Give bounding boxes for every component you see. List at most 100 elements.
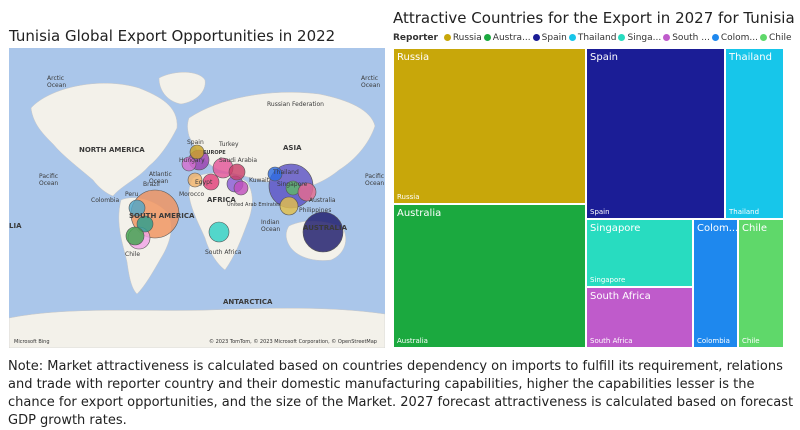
tile-sublabel: Russia (397, 193, 420, 201)
map-label-arctic2: Arctic Ocean (361, 75, 380, 89)
map-bubble[interactable]: Colombia (128, 199, 146, 217)
legend-title: Reporter (393, 33, 438, 43)
legend-item[interactable]: Spain (532, 33, 567, 43)
map-label-australia_l: Australia (309, 197, 336, 204)
legend-dot-icon (443, 34, 451, 41)
map-label-kuwait: Kuwait (249, 177, 270, 184)
map-bubble[interactable]: Morocco (187, 172, 203, 188)
map-label-lia: LIA (9, 222, 22, 230)
map-label-egypt: Egypt (195, 179, 213, 186)
map-bubble[interactable]: Argentina (125, 226, 145, 246)
africa-landmass (188, 172, 253, 271)
map-label-uae: United Arab Emirates (227, 202, 281, 208)
treemap-tile-chile[interactable]: Chile Chile (738, 219, 784, 348)
legend-item[interactable]: Singa... (618, 33, 661, 43)
tile-sublabel: South Africa (590, 337, 633, 345)
tile-label: Singapore (590, 223, 641, 234)
map-label-safrica: South Africa (205, 249, 242, 256)
map-label-chile: Chile (125, 251, 140, 258)
tile-sublabel: Chile (742, 337, 760, 345)
map-label-africa: AFRICA (207, 196, 236, 204)
map-bubble[interactable]: Spain (189, 144, 205, 160)
map-bubble[interactable]: Philippines (279, 196, 299, 216)
map-bubble[interactable]: United Arab Emirates (233, 180, 249, 196)
map-label-pacific2: Pacific Ocean (365, 173, 384, 187)
legend-label: Russia (452, 33, 482, 43)
legend-item[interactable]: Thailand (568, 33, 617, 43)
tile-label: Russia (397, 52, 430, 63)
methodology-note: Note: Market attractiveness is calculate… (8, 359, 794, 428)
antarctica-landmass (9, 307, 385, 348)
legend-label: Spain (541, 33, 567, 43)
legend-item[interactable]: Chile (759, 33, 792, 43)
map-canvas: RussiaBrazilAustraliaTurkeySaudi ArabiaS… (9, 72, 385, 348)
legend-dot-icon (568, 34, 576, 41)
map-label-russia: Russian Federation (267, 101, 324, 108)
map-label-singapore: Singapore (277, 181, 308, 188)
map-copyright[interactable]: © 2023 TomTom, © 2023 Microsoft Corporat… (208, 339, 377, 345)
map-bubble[interactable]: Hungary (181, 156, 197, 172)
treemap-tile-russia[interactable]: Russia Russia (393, 48, 586, 204)
map-label-hungary: Hungary (179, 157, 205, 164)
treemap-chart-title: Attractive Countries for the Export in 2… (393, 9, 795, 27)
legend-dot-icon (532, 34, 540, 41)
tile-label: Spain (590, 52, 618, 63)
legend-dot-icon (663, 34, 671, 41)
legend-item[interactable]: Austra... (483, 33, 531, 43)
map-bubble[interactable]: Egypt (202, 173, 220, 191)
treemap[interactable]: Russia Russia Spain Spain Thailand Thailand Au… (393, 48, 784, 348)
map-label-thailand: Thailand (272, 169, 299, 176)
legend-label: Thailand (577, 33, 617, 43)
treemap-tile-spain[interactable]: Spain Spain (586, 48, 725, 219)
treemap-tile-australia[interactable]: Australia Australia (393, 204, 586, 348)
legend-dot-icon (711, 34, 719, 41)
legend-item[interactable]: South ... (663, 33, 710, 43)
tile-label: South Africa (590, 291, 651, 302)
tile-sublabel: Colombia (697, 337, 730, 345)
map-label-europe: EUROPE (203, 150, 226, 156)
legend-dot-icon (483, 34, 491, 41)
legend-label: South ... (672, 33, 710, 43)
treemap-tile-south-africa[interactable]: South Africa South Africa (586, 287, 693, 348)
legend-dot-icon (759, 34, 767, 41)
legend-item[interactable]: Russia (443, 33, 482, 43)
map-label-colombia: Colombia (91, 197, 120, 204)
map-label-australia_c: AUSTRALIA (303, 224, 348, 232)
legend-label: Chile (768, 33, 792, 43)
map-chart-title: Tunisia Global Export Opportunities in 2… (9, 27, 336, 45)
map-label-samerica: SOUTH AMERICA (129, 212, 195, 220)
tile-label: Australia (397, 208, 442, 219)
legend-dot-icon (618, 34, 626, 41)
map-label-morocco: Morocco (179, 191, 204, 198)
map-bubble[interactable]: Singapore (297, 182, 317, 202)
map-label-philippines: Philippines (299, 207, 331, 214)
legend-label: Colom... (720, 33, 758, 43)
legend-item[interactable]: Colom... (711, 33, 758, 43)
map-label-namerica: NORTH AMERICA (79, 146, 145, 154)
legend-label: Austra... (492, 33, 531, 43)
tile-sublabel: Singapore (590, 276, 626, 284)
bubble-map[interactable]: RussiaBrazilAustraliaTurkeySaudi ArabiaS… (9, 48, 385, 348)
map-label-turkey: Turkey (218, 141, 239, 148)
map-label-asia: ASIA (283, 144, 302, 152)
map-bubble[interactable]: China (228, 163, 246, 181)
map-label-atlantic: Atlantic Ocean (149, 171, 172, 185)
map-bubble[interactable]: Australia (302, 211, 344, 253)
map-label-brazil: Brazil (143, 181, 160, 188)
legend-label: Singa... (627, 33, 662, 43)
treemap-tile-thailand[interactable]: Thailand Thailand (725, 48, 784, 219)
north-america-landmass (30, 82, 178, 197)
treemap-legend: Reporter Russia Austra... Spain Thailand Sin… (393, 33, 793, 45)
map-label-antarctica: ANTARCTICA (223, 298, 273, 306)
map-label-arctic: Arctic Ocean (47, 75, 66, 89)
map-bubble[interactable]: Peru (136, 215, 154, 233)
map-label-indian: Indian Ocean (261, 219, 280, 233)
map-bubble[interactable]: Central Asia (267, 166, 283, 182)
map-label-peru: Peru (125, 191, 139, 198)
map-bubble[interactable]: South Africa (208, 221, 230, 243)
map-label-spain: Spain (187, 139, 204, 146)
tile-sublabel: Thailand (729, 208, 760, 216)
tile-label: Chile (742, 223, 768, 234)
treemap-tile-singapore[interactable]: Singapore Singapore (586, 219, 693, 287)
treemap-tile-colombia[interactable]: Colom... Colombia (693, 219, 738, 348)
